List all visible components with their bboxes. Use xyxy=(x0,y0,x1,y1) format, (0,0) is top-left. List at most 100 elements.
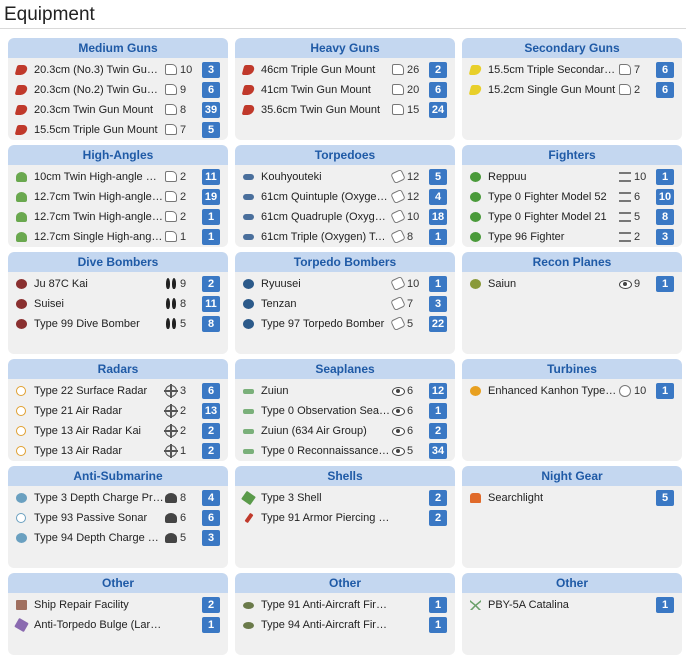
stat-value: 1 xyxy=(180,231,187,243)
equipment-row[interactable]: Searchlight 5 xyxy=(462,488,682,508)
equipment-row[interactable]: 20.3cm (No.3) Twin Gun Mount 10 3 xyxy=(8,60,228,80)
radar-icon xyxy=(16,386,26,396)
count-badge: 3 xyxy=(202,530,220,546)
equipment-row[interactable]: 10cm Twin High-angle Gun Mount 2 11 xyxy=(8,167,228,187)
equipment-row[interactable]: Anti-Torpedo Bulge (Large) 1 xyxy=(8,615,228,635)
stat-value: 8 xyxy=(180,104,187,116)
count-badge: 12 xyxy=(429,383,447,399)
stat-value: 10 xyxy=(407,278,420,290)
equipment-row[interactable]: Type 0 Reconnaissance Seaplane 5 34 xyxy=(235,441,455,461)
equipment-row[interactable]: Tenzan 7 3 xyxy=(235,294,455,314)
count-badge: 8 xyxy=(202,316,220,332)
flying-boat-icon xyxy=(470,600,481,610)
equipment-row[interactable]: Type 91 Armor Piercing Shell 2 xyxy=(235,508,455,528)
equipment-row[interactable]: 41cm Twin Gun Mount 20 6 xyxy=(235,80,455,100)
ap-shell-icon xyxy=(244,512,254,524)
equipment-row[interactable]: Type 94 Anti-Aircraft Fire Director 1 xyxy=(235,615,455,635)
equipment-row[interactable]: Ju 87C Kai 9 2 xyxy=(8,274,228,294)
equipment-row[interactable]: 12.7cm Single High-angle Gun Mount 1 1 xyxy=(8,227,228,247)
count-badge: 4 xyxy=(202,490,220,506)
equipment-row[interactable]: Type 0 Observation Seaplane 6 1 xyxy=(235,401,455,421)
equipment-list: Type 22 Surface Radar 3 6 Type 21 Air Radar… xyxy=(8,379,228,461)
panel-header: Turbines xyxy=(462,359,682,379)
equipment-row[interactable]: 20.3cm (No.2) Twin Gun Mount 9 6 xyxy=(8,80,228,100)
equipment-row[interactable]: 35.6cm Twin Gun Mount 15 24 xyxy=(235,100,455,120)
equipment-row[interactable]: Type 93 Passive Sonar 6 6 xyxy=(8,508,228,528)
equipment-row[interactable]: PBY-5A Catalina 1 xyxy=(462,595,682,615)
panel-header: Anti-Submarine xyxy=(8,466,228,486)
equipment-row[interactable]: Ship Repair Facility 2 xyxy=(8,595,228,615)
equipment-row[interactable]: Zuiun 6 12 xyxy=(235,381,455,401)
equipment-list: 46cm Triple Gun Mount 26 2 41cm Twin Gun Mo… xyxy=(235,58,455,120)
shell-icon xyxy=(241,490,256,506)
torpedo-icon xyxy=(243,174,254,180)
count-badge: 19 xyxy=(202,189,220,205)
torpedo-stat-icon xyxy=(390,315,406,332)
equipment-name: Searchlight xyxy=(488,492,544,504)
panel-header: Torpedo Bombers xyxy=(235,252,455,272)
panel-torpedoes: Torpedoes Kouhyouteki 12 5 61cm Quintuple (O… xyxy=(235,145,455,247)
equipment-row[interactable]: Type 97 Torpedo Bomber 5 22 xyxy=(235,314,455,334)
equipment-list: PBY-5A Catalina 1 xyxy=(462,593,682,615)
count-badge: 22 xyxy=(429,316,447,332)
panel-header: Torpedoes xyxy=(235,145,455,165)
stat-value: 9 xyxy=(180,278,187,290)
stat-value: 2 xyxy=(180,405,187,417)
equipment-name: Type 3 Depth Charge Projector xyxy=(34,492,164,504)
equipment-row[interactable]: 20.3cm Twin Gun Mount 8 39 xyxy=(8,100,228,120)
equipment-row[interactable]: Reppuu 10 1 xyxy=(462,167,682,187)
equipment-row[interactable]: Type 96 Fighter 2 3 xyxy=(462,227,682,247)
equipment-name: Saiun xyxy=(488,278,517,290)
equipment-list: Ryuusei 10 1 Tenzan 7 3 Type 97 Torpedo Bomber… xyxy=(235,272,455,334)
line-of-sight-icon xyxy=(392,407,405,416)
equipment-name: 61cm Quadruple (Oxygen) Torpedo Mount xyxy=(261,211,391,223)
equipment-row[interactable]: Saiun 9 1 xyxy=(462,274,682,294)
equipment-row[interactable]: 12.7cm Twin High-angle Gun Mount (Late M… xyxy=(8,207,228,227)
equipment-row[interactable]: Type 3 Depth Charge Projector 8 4 xyxy=(8,488,228,508)
dive-bomber-icon xyxy=(16,279,27,289)
equipment-row[interactable]: Suisei 8 11 xyxy=(8,294,228,314)
main-gun-icon xyxy=(14,105,29,115)
equipment-row[interactable]: Type 21 Air Radar 2 13 xyxy=(8,401,228,421)
panel-torpedo-bombers: Torpedo Bombers Ryuusei 10 1 Tenzan 7 3 Type 97… xyxy=(235,252,455,354)
equipment-row[interactable]: 61cm Quadruple (Oxygen) Torpedo Mount 10 1… xyxy=(235,207,455,227)
equipment-row[interactable]: Zuiun (634 Air Group) 6 2 xyxy=(235,421,455,441)
equipment-row[interactable]: 61cm Quintuple (Oxygen) Torpedo Mount 12 4 xyxy=(235,187,455,207)
equipment-row[interactable]: Type 22 Surface Radar 3 6 xyxy=(8,381,228,401)
anti-air-icon xyxy=(619,212,631,222)
equipment-row[interactable]: Ryuusei 10 1 xyxy=(235,274,455,294)
equipment-list: Saiun 9 1 xyxy=(462,272,682,294)
equipment-row[interactable]: Enhanced Kanhon Type Boiler 10 1 xyxy=(462,381,682,401)
count-badge: 1 xyxy=(429,276,447,292)
torpedo-stat-icon xyxy=(390,208,406,225)
equipment-name: Type 91 Anti-Aircraft Fire Director xyxy=(261,599,391,611)
fighter-plane-icon xyxy=(470,172,481,182)
equipment-name: PBY-5A Catalina xyxy=(488,599,569,611)
equipment-row[interactable]: Type 94 Depth Charge Projector 5 3 xyxy=(8,528,228,548)
equipment-row[interactable]: 15.2cm Single Gun Mount 2 6 xyxy=(462,80,682,100)
equipment-row[interactable]: 12.7cm Twin High-angle Gun Mount 2 19 xyxy=(8,187,228,207)
equipment-name: Ship Repair Facility xyxy=(34,599,129,611)
equipment-row[interactable]: Type 13 Air Radar Kai 2 2 xyxy=(8,421,228,441)
equipment-row[interactable]: 15.5cm Triple Gun Mount 7 5 xyxy=(8,120,228,140)
equipment-row[interactable]: Type 0 Fighter Model 52 6 10 xyxy=(462,187,682,207)
equipment-row[interactable]: 46cm Triple Gun Mount 26 2 xyxy=(235,60,455,80)
firepower-icon xyxy=(392,84,404,95)
panel-header: Medium Guns xyxy=(8,38,228,58)
equipment-row[interactable]: Kouhyouteki 12 5 xyxy=(235,167,455,187)
equipment-name: Ju 87C Kai xyxy=(34,278,88,290)
equipment-row[interactable]: Type 0 Fighter Model 21 5 8 xyxy=(462,207,682,227)
count-badge: 1 xyxy=(429,597,447,613)
equipment-row[interactable]: Type 91 Anti-Aircraft Fire Director 1 xyxy=(235,595,455,615)
fighter-plane-icon xyxy=(470,212,481,222)
equipment-row[interactable]: Type 3 Shell 2 xyxy=(235,488,455,508)
equipment-row[interactable]: Type 99 Dive Bomber 5 8 xyxy=(8,314,228,334)
stat-value: 2 xyxy=(180,191,187,203)
equipment-row[interactable]: Type 13 Air Radar 1 2 xyxy=(8,441,228,461)
equipment-row[interactable]: 61cm Triple (Oxygen) Torpedo Mount 8 1 xyxy=(235,227,455,247)
seaplane-icon xyxy=(243,429,254,434)
seaplane-icon xyxy=(243,409,254,414)
count-badge: 6 xyxy=(656,62,674,78)
stat-value: 10 xyxy=(634,171,647,183)
equipment-row[interactable]: 15.5cm Triple Secondary Gun Mount 7 6 xyxy=(462,60,682,80)
